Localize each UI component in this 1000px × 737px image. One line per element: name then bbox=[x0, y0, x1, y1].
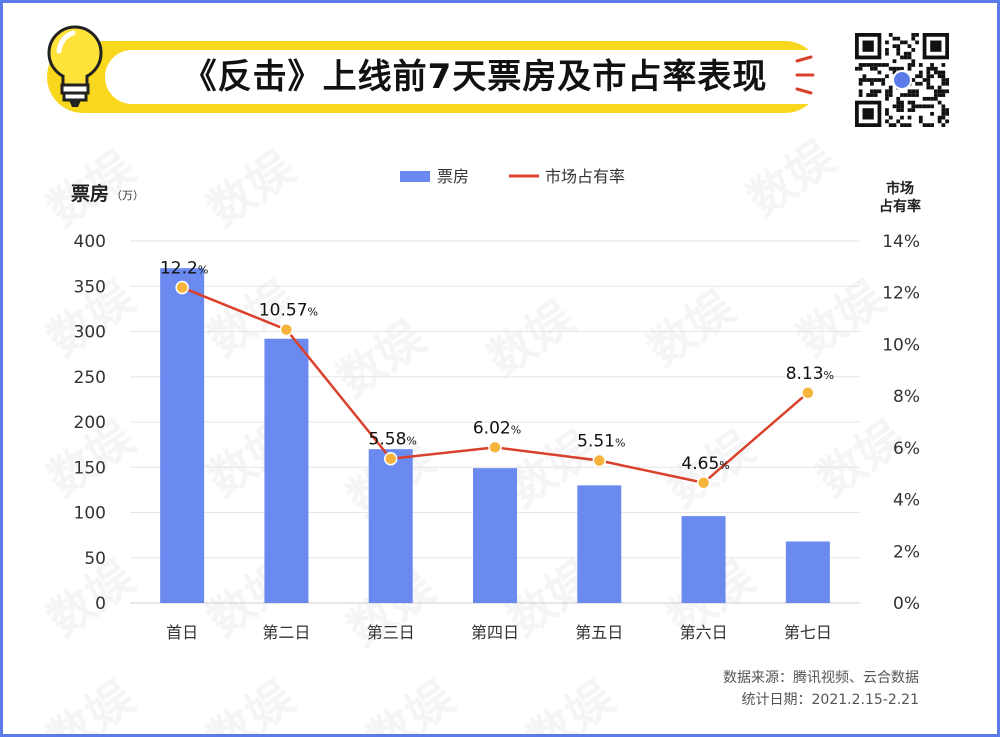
y-tick-label: 150 bbox=[74, 458, 106, 478]
data-label: 12.2% bbox=[160, 259, 208, 279]
x-tick-label: 第七日 bbox=[784, 623, 832, 642]
legend-line-label: 市场占有率 bbox=[545, 167, 625, 186]
labels-layer: 0 50 100 150 200 250 300 350 400 0% 2% 4% 6% 8% 10% 12%… bbox=[74, 232, 920, 642]
share-point bbox=[696, 476, 711, 490]
y-tick-label: 200 bbox=[74, 413, 106, 433]
lightbulb-icon bbox=[47, 25, 103, 107]
legend-bar-label: 票房 bbox=[437, 167, 469, 186]
bar bbox=[473, 468, 517, 603]
title-banner-inner: 《反击》上线前7天票房及市占率表现 bbox=[105, 50, 845, 104]
decoration-marks-icon bbox=[795, 55, 815, 95]
data-label: 4.65% bbox=[681, 454, 729, 474]
y-tick-label: 400 bbox=[74, 232, 106, 252]
bar bbox=[368, 449, 413, 603]
data-label: 10.57% bbox=[259, 301, 318, 321]
y2-tick-label: 4% bbox=[893, 491, 920, 511]
bar bbox=[160, 268, 205, 603]
y-tick-label: 100 bbox=[74, 504, 106, 524]
left-axis-title: 票房 bbox=[71, 182, 109, 205]
line-layer bbox=[175, 280, 815, 490]
right-axis-title-line1: 市场 bbox=[886, 180, 914, 197]
y2-tick-label: 12% bbox=[882, 284, 920, 304]
bar bbox=[785, 541, 830, 603]
y2-tick-label: 2% bbox=[893, 542, 920, 562]
x-tick-label: 首日 bbox=[166, 623, 198, 642]
data-label: 6.02% bbox=[473, 418, 521, 438]
title-banner: 《反击》上线前7天票房及市占率表现 bbox=[47, 41, 845, 113]
data-label: 5.58% bbox=[369, 430, 417, 450]
left-axis-unit: （万） bbox=[111, 189, 144, 202]
data-label: 5.51% bbox=[577, 432, 625, 452]
source-note: 数据来源：腾讯视频、云合数据 统计日期：2021.2.15-2.21 bbox=[723, 667, 919, 711]
y-tick-label: 50 bbox=[84, 549, 106, 569]
share-point bbox=[801, 386, 815, 400]
x-tick-label: 第四日 bbox=[471, 623, 519, 642]
share-point bbox=[279, 322, 294, 337]
x-tick-label: 第六日 bbox=[680, 623, 728, 642]
data-label: 8.13% bbox=[786, 364, 834, 384]
grid-layer bbox=[130, 240, 860, 604]
share-point bbox=[175, 280, 189, 295]
bar bbox=[264, 338, 309, 603]
y2-tick-label: 6% bbox=[893, 439, 920, 459]
bar bbox=[681, 516, 726, 603]
legend-bar-swatch bbox=[400, 171, 430, 182]
source-line: 数据来源：腾讯视频、云合数据 bbox=[723, 670, 919, 686]
qr-code-icon[interactable] bbox=[855, 33, 949, 127]
combo-chart: 0 50 100 150 200 250 300 350 400 0% 2% 4% 6% 8% 10% 12%… bbox=[71, 167, 921, 642]
right-axis-title-line2: 占有率 bbox=[879, 198, 921, 215]
x-tick-label: 第二日 bbox=[262, 623, 310, 642]
y2-tick-label: 14% bbox=[882, 232, 920, 252]
y-tick-label: 250 bbox=[74, 368, 106, 388]
date-range-line: 统计日期：2021.2.15-2.21 bbox=[741, 692, 919, 708]
y-tick-label: 350 bbox=[74, 277, 106, 297]
bars-layer bbox=[160, 268, 830, 603]
x-tick-label: 第五日 bbox=[575, 623, 623, 642]
y2-tick-label: 10% bbox=[882, 335, 920, 355]
y-tick-label: 300 bbox=[74, 323, 106, 343]
y-tick-label: 0 bbox=[95, 594, 106, 614]
y2-tick-label: 0% bbox=[893, 594, 920, 614]
share-point bbox=[488, 440, 502, 455]
share-point bbox=[383, 451, 398, 466]
x-tick-label: 第三日 bbox=[367, 623, 415, 642]
share-point bbox=[592, 453, 607, 468]
page-title: 《反击》上线前7天票房及市占率表现 bbox=[182, 57, 768, 97]
bar bbox=[577, 485, 622, 603]
y2-tick-label: 8% bbox=[893, 387, 920, 407]
